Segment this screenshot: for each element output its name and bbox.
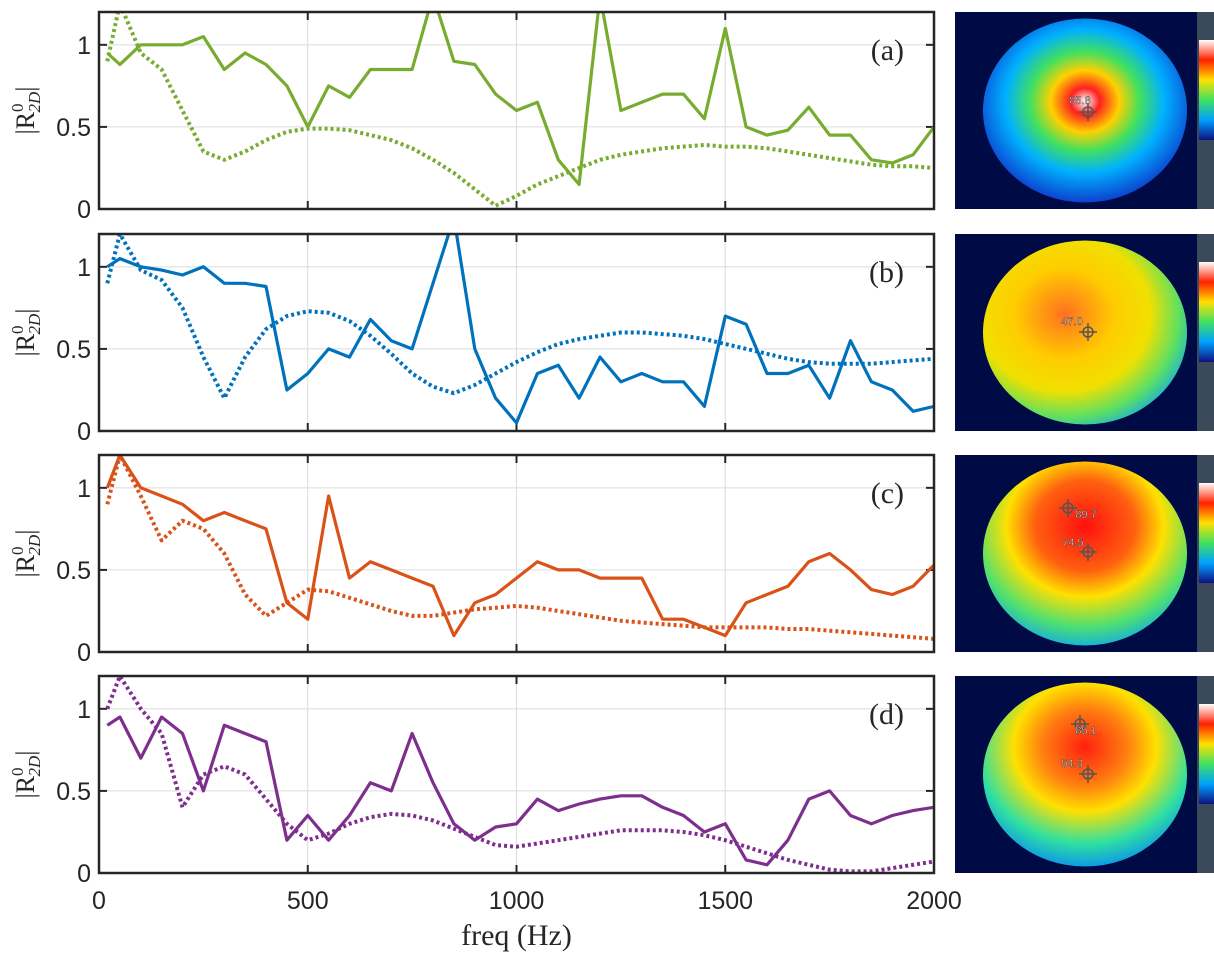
y-tick-label: 0.5 [56,557,91,585]
thermal-body [983,18,1187,203]
y-label-part: |R [11,111,40,134]
y-label-part: |R [11,554,40,577]
y-label-part: 0 [8,546,27,555]
x-tick-label: 500 [287,887,329,915]
panel-label: (a) [871,34,904,67]
data-line [105,676,934,873]
y-label-part: |R [11,775,40,798]
data-line [105,455,934,641]
axes-box [97,674,936,875]
thermal-label: 85.1 [1075,725,1096,737]
thermal-label: 85.8 [1069,95,1090,107]
panel-label: (b) [869,256,904,289]
y-tick-label: 0 [77,196,91,224]
y-label-part: | [11,308,40,313]
y-axis-label: |R02D| [8,529,44,577]
data-line [105,12,934,208]
axes-box [97,10,936,211]
y-axis-label: |R02D| [8,86,44,134]
axes-box [97,232,936,433]
y-tick-label: 0.5 [56,114,91,142]
y-label-part: 0 [8,325,27,334]
x-tick-label: 1000 [489,887,545,915]
data-line [106,12,934,186]
thermal-label: 89.7 [1075,509,1096,521]
y-label-part: | [11,86,40,91]
colorbar [1199,483,1214,583]
y-tick-label: 0 [77,418,91,446]
panel-label: (d) [869,698,904,731]
y-tick-label: 1 [77,475,91,503]
y-label-part: |R [11,333,40,356]
thermal-label: 54.3 [1061,758,1082,770]
y-label-part: 0 [8,767,27,776]
colorbar [1199,704,1214,804]
colorbar [1199,40,1214,140]
data-line [105,234,934,401]
y-tick-label: 1 [77,254,91,282]
y-label-part: 2D [25,313,44,335]
y-tick-label: 0.5 [56,336,91,364]
y-label-part: 2D [25,91,44,113]
axes-box [97,453,936,654]
x-tick-label: 1500 [697,887,753,915]
data-line [106,234,934,425]
x-axis-label: freq (Hz) [461,919,572,952]
y-tick-label: 0.5 [56,778,91,806]
y-tick-label: 1 [77,32,91,60]
thermal-label: 47.0 [1061,316,1082,328]
y-tick-label: 1 [77,696,91,724]
x-tick-label: 0 [92,887,106,915]
thermal-label: 74.5 [1062,537,1083,549]
thermal-body [983,461,1187,646]
y-label-part: 2D [25,534,44,556]
y-label-part: | [11,529,40,534]
y-label-part: 0 [8,103,27,112]
y-tick-label: 0 [77,860,91,888]
y-label-part: 2D [25,755,44,777]
panel-label: (c) [871,477,904,510]
y-tick-label: 0 [77,639,91,667]
data-line [105,455,934,638]
colorbar [1199,262,1214,362]
y-axis-label: |R02D| [8,750,44,798]
x-tick-label: 2000 [906,887,962,915]
data-line [106,715,934,867]
y-label-part: | [11,750,40,755]
y-axis-label: |R02D| [8,308,44,356]
